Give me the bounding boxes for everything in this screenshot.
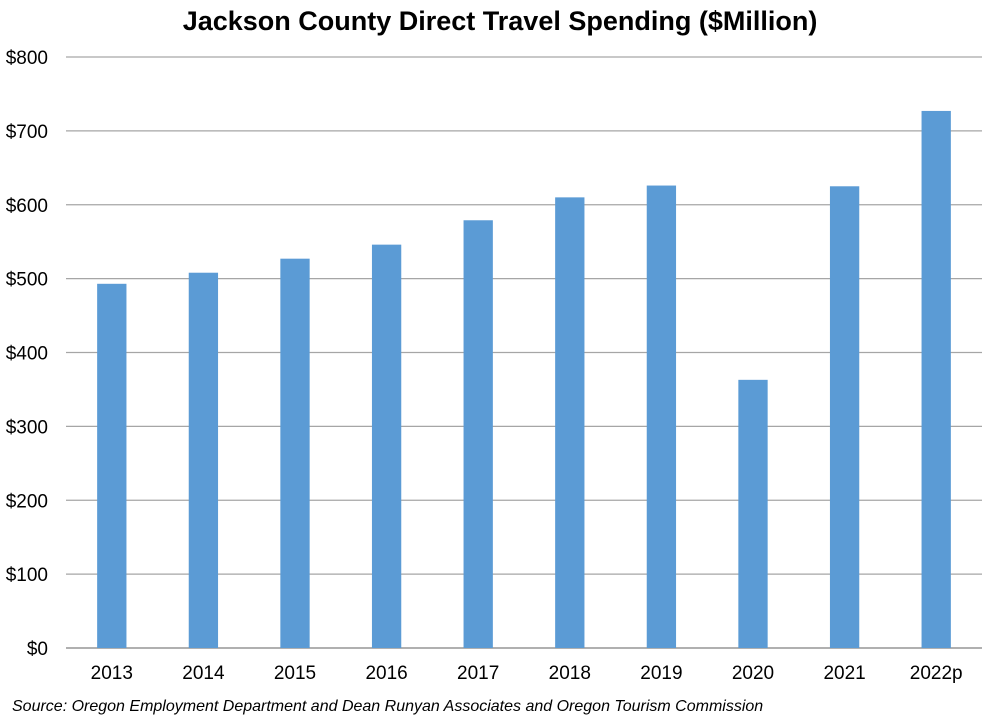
bar-2019 <box>646 185 677 649</box>
y-axis-ticks: $0 $100 $200 $300 $400 $500 $600 $700 $800 <box>6 48 48 660</box>
x-tick-label: 2018 <box>549 663 591 684</box>
y-tick-label: $700 <box>6 122 48 143</box>
bar-2014 <box>188 272 219 648</box>
y-tick-label: $200 <box>6 491 48 512</box>
bar-2017 <box>463 220 493 649</box>
y-tick-label: $800 <box>6 48 48 69</box>
x-tick-label: 2015 <box>274 663 316 684</box>
x-tick-label: 2016 <box>365 663 407 684</box>
x-tick-label: 2021 <box>823 663 865 684</box>
x-tick-label: 2022p <box>910 663 963 684</box>
source-note: Source: Oregon Employment Department and… <box>12 698 764 715</box>
x-tick-label: 2017 <box>457 663 499 684</box>
bar-2015 <box>280 258 310 648</box>
y-tick-label: $400 <box>6 344 48 365</box>
bar-2013 <box>97 283 127 648</box>
y-tick-label: $100 <box>6 565 48 586</box>
bar-2021 <box>829 186 860 648</box>
gridlines <box>66 56 982 649</box>
bars <box>97 110 951 649</box>
chart-title: Jackson County Direct Travel Spending ($… <box>182 6 818 36</box>
x-tick-label: 2013 <box>91 663 133 684</box>
y-tick-label: $0 <box>27 639 48 660</box>
x-tick-label: 2014 <box>182 663 225 684</box>
y-tick-label: $500 <box>6 270 48 291</box>
bar-2020 <box>738 379 768 648</box>
x-tick-label: 2019 <box>640 663 682 684</box>
bar-2022p <box>921 110 951 648</box>
y-tick-label: $600 <box>6 196 48 217</box>
x-tick-label: 2020 <box>732 663 774 684</box>
bar-2018 <box>555 197 585 649</box>
y-tick-label: $300 <box>6 417 48 438</box>
bar-2016 <box>371 244 402 648</box>
x-axis-ticks: 2013 2014 2015 2016 2017 2018 2019 2020 2021 2022… <box>91 663 963 684</box>
